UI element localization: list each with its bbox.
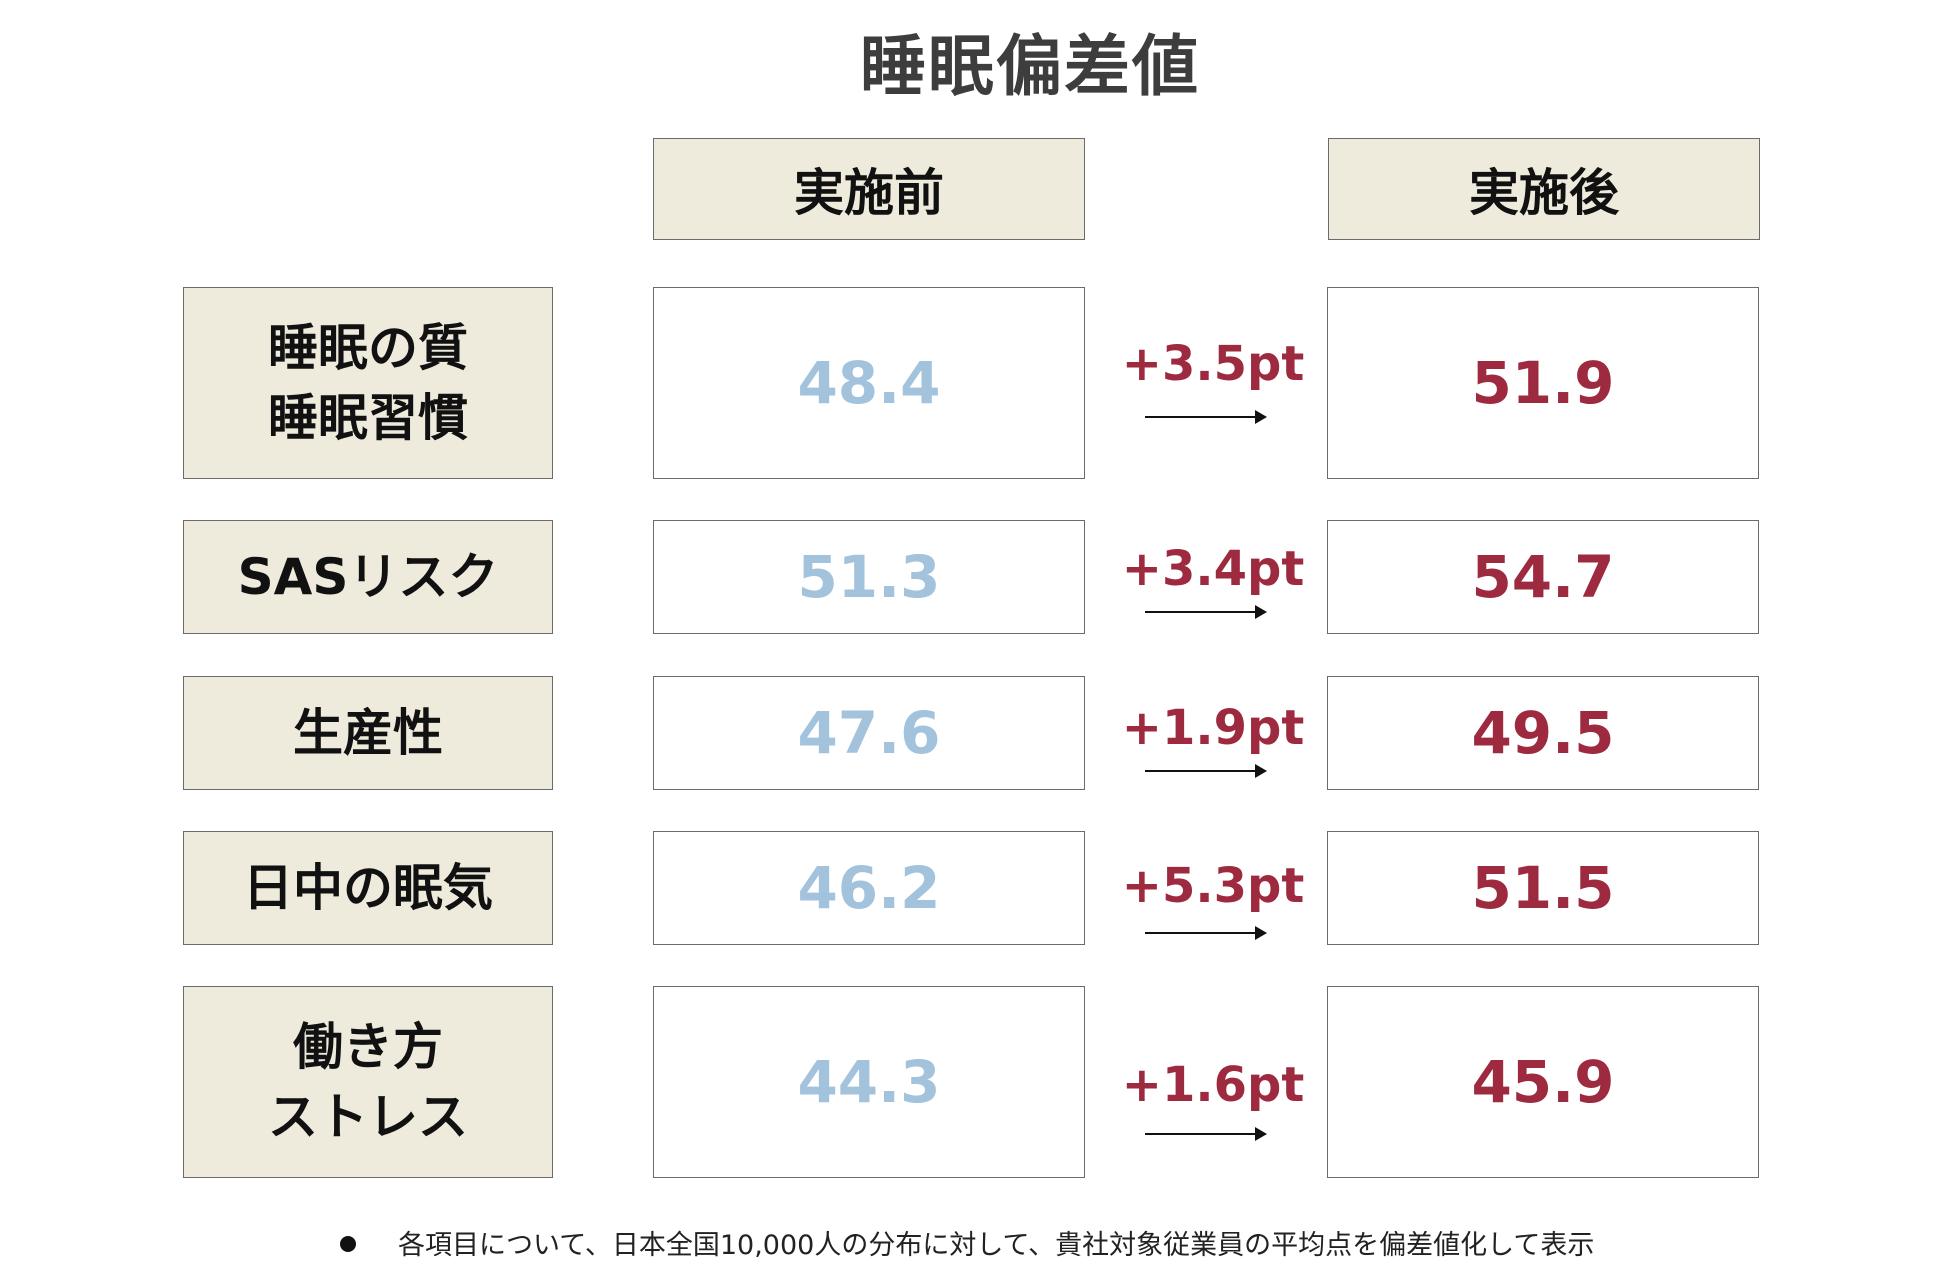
value-before: 51.3 bbox=[653, 520, 1085, 634]
value-before: 46.2 bbox=[653, 831, 1085, 945]
row-label-line1: 睡眠の質 bbox=[268, 319, 468, 377]
value-before: 48.4 bbox=[653, 287, 1085, 479]
footnote-text: 各項目について、日本全国10,000人の分布に対して、貴社対象従業員の平均点を偏… bbox=[398, 1230, 1595, 1261]
value-after: 51.9 bbox=[1327, 287, 1759, 479]
value-after: 54.7 bbox=[1327, 520, 1759, 634]
arrow-right-icon bbox=[1145, 410, 1267, 424]
arrow-right-icon bbox=[1145, 605, 1267, 619]
bullet-icon bbox=[340, 1235, 356, 1252]
header-after: 実施後 bbox=[1328, 138, 1760, 240]
row-label-productivity: 生産性 bbox=[183, 676, 553, 790]
page-title: 睡眠偏差値 bbox=[860, 28, 1200, 105]
row-label-line2: ストレス bbox=[268, 1088, 468, 1146]
delta-label: +3.4pt bbox=[1121, 541, 1305, 597]
arrow-right-icon bbox=[1145, 1127, 1267, 1141]
row-label-line2: 睡眠習慣 bbox=[268, 389, 468, 447]
value-after: 51.5 bbox=[1327, 831, 1759, 945]
arrow-right-icon bbox=[1145, 764, 1267, 778]
delta-label: +1.9pt bbox=[1121, 700, 1305, 756]
value-before: 47.6 bbox=[653, 676, 1085, 790]
row-label-daytime-sleepiness: 日中の眠気 bbox=[183, 831, 553, 945]
row-label-line1: 働き方 bbox=[293, 1018, 443, 1076]
row-label-sleep-quality: 睡眠の質 睡眠習慣 bbox=[183, 287, 553, 479]
header-before: 実施前 bbox=[653, 138, 1085, 240]
delta-label: +5.3pt bbox=[1121, 858, 1305, 914]
delta-label: +3.5pt bbox=[1121, 336, 1305, 392]
footnote: 各項目について、日本全国10,000人の分布に対して、貴社対象従業員の平均点を偏… bbox=[340, 1226, 1594, 1266]
row-label-sas-risk: SASリスク bbox=[183, 520, 553, 634]
row-label-work-stress: 働き方 ストレス bbox=[183, 986, 553, 1178]
value-after: 49.5 bbox=[1327, 676, 1759, 790]
value-before: 44.3 bbox=[653, 986, 1085, 1178]
delta-label: +1.6pt bbox=[1121, 1057, 1305, 1113]
arrow-right-icon bbox=[1145, 926, 1267, 940]
value-after: 45.9 bbox=[1327, 986, 1759, 1178]
